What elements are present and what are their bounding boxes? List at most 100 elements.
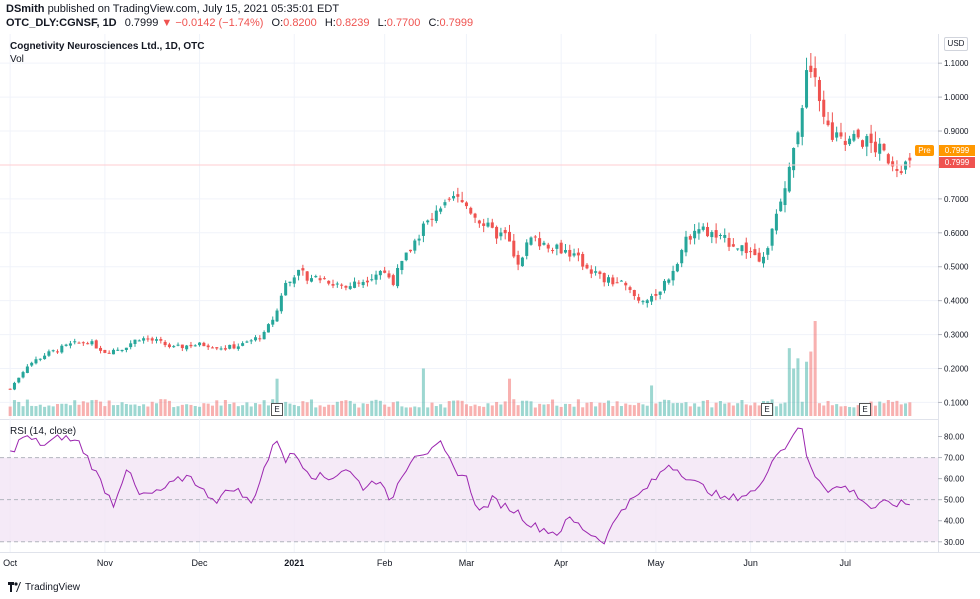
open-value: 0.8200 xyxy=(283,17,317,29)
volume-bar xyxy=(490,405,494,416)
candle-body xyxy=(413,240,417,251)
volume-bar xyxy=(787,348,791,416)
earnings-marker[interactable]: E xyxy=(271,403,283,416)
candle-body xyxy=(43,355,47,360)
candle-body xyxy=(21,372,25,378)
volume-bar xyxy=(340,400,344,416)
candle-body xyxy=(826,120,830,126)
price-pane xyxy=(0,34,938,419)
volume-bar xyxy=(305,402,309,416)
volume-bar xyxy=(538,403,542,416)
price-tick-label: 0.7000 xyxy=(944,195,969,204)
volume-bar xyxy=(736,403,740,416)
candle-body xyxy=(809,65,813,72)
earnings-marker[interactable]: E xyxy=(859,403,871,416)
volume-bar xyxy=(55,404,60,416)
candle-body xyxy=(228,344,232,349)
volume-bar xyxy=(241,405,245,416)
candle-body xyxy=(706,227,710,237)
volume-bar xyxy=(421,368,425,416)
price-tick-label: 0.6000 xyxy=(944,229,969,238)
volume-bar xyxy=(869,401,873,416)
currency-button[interactable]: USD xyxy=(944,37,968,51)
candle-body xyxy=(611,277,615,285)
candle-body xyxy=(904,161,908,170)
candle-body xyxy=(258,338,262,340)
volume-bar xyxy=(103,406,107,416)
candle-body xyxy=(568,249,572,257)
volume-bar xyxy=(628,404,632,416)
candle-body xyxy=(555,244,559,249)
volume-bar xyxy=(594,406,598,416)
volume-bar xyxy=(81,401,85,416)
low-label: L: xyxy=(377,17,387,29)
candle-body xyxy=(297,269,301,276)
candle-body xyxy=(331,284,335,286)
volume-bar xyxy=(744,404,748,416)
volume-bar xyxy=(417,407,421,416)
candle-body xyxy=(482,223,486,226)
high-label: H: xyxy=(324,17,336,29)
volume-bar xyxy=(176,406,180,416)
volume-bar xyxy=(546,404,550,416)
candle-body xyxy=(860,140,865,147)
volume-bar xyxy=(718,401,722,416)
close-value: 0.7999 xyxy=(439,17,474,29)
volume-bar xyxy=(473,404,477,416)
volume-bar xyxy=(189,404,193,416)
volume-bar xyxy=(499,404,503,416)
candle-body xyxy=(434,210,438,221)
volume-bar xyxy=(51,406,55,416)
candle-body xyxy=(650,296,654,302)
candle-body xyxy=(529,237,533,245)
candle-body xyxy=(796,132,800,145)
chart-canvas[interactable]: Oct Nov Dec 2021 Feb Mar Apr May Jun Jul 0.1000 0.2… xyxy=(0,34,980,577)
volume-bar xyxy=(477,406,481,416)
volume-bar xyxy=(228,404,232,416)
candle-body xyxy=(473,213,477,218)
candle-body xyxy=(60,345,64,353)
volume-bar xyxy=(516,405,520,416)
candle-body xyxy=(572,253,576,256)
volume-bar xyxy=(706,400,710,416)
volume-bar xyxy=(615,401,619,416)
candle-body xyxy=(576,252,580,256)
candle-body xyxy=(314,276,318,278)
candle-body xyxy=(180,344,184,349)
candle-body xyxy=(718,234,722,236)
candle-body xyxy=(262,331,266,340)
volume-bar xyxy=(469,406,473,416)
volume-bar xyxy=(374,399,378,416)
volume-bar xyxy=(34,406,38,416)
volume-bar xyxy=(155,403,159,416)
candle-body xyxy=(813,68,817,78)
volume-bar xyxy=(219,405,223,416)
chart-legend: Cognetivity Neurosciences Ltd., 1D, OTC … xyxy=(10,40,204,66)
volume-bar xyxy=(684,402,688,416)
candle-body xyxy=(159,339,163,341)
candle-body xyxy=(499,232,503,237)
author[interactable]: DSmith xyxy=(6,3,45,15)
volume-bar xyxy=(611,406,615,416)
footer: TradingView xyxy=(0,577,980,599)
candle-body xyxy=(94,340,98,349)
candle-body xyxy=(176,344,180,346)
volume-bar xyxy=(210,405,214,416)
volume-bar xyxy=(38,404,42,416)
volume-bar xyxy=(292,404,296,416)
tradingview-brand[interactable]: TradingView xyxy=(25,582,81,593)
candle-body xyxy=(675,264,679,272)
time-tick-label: Dec xyxy=(192,558,209,568)
candle-body xyxy=(353,281,357,288)
candle-body xyxy=(886,154,890,164)
down-arrow-icon: ▼ xyxy=(161,17,173,29)
volume-bar xyxy=(852,407,856,416)
candle-body xyxy=(249,340,253,342)
candle-body xyxy=(753,249,757,256)
symbol[interactable]: OTC_DLY:CGNSF, 1D xyxy=(6,17,117,29)
last-price-tag: 0.7999 xyxy=(939,157,975,168)
earnings-marker[interactable]: E xyxy=(761,403,773,416)
volume-bar xyxy=(572,406,576,416)
volume-bar xyxy=(464,404,468,416)
volume-bar xyxy=(357,407,361,416)
